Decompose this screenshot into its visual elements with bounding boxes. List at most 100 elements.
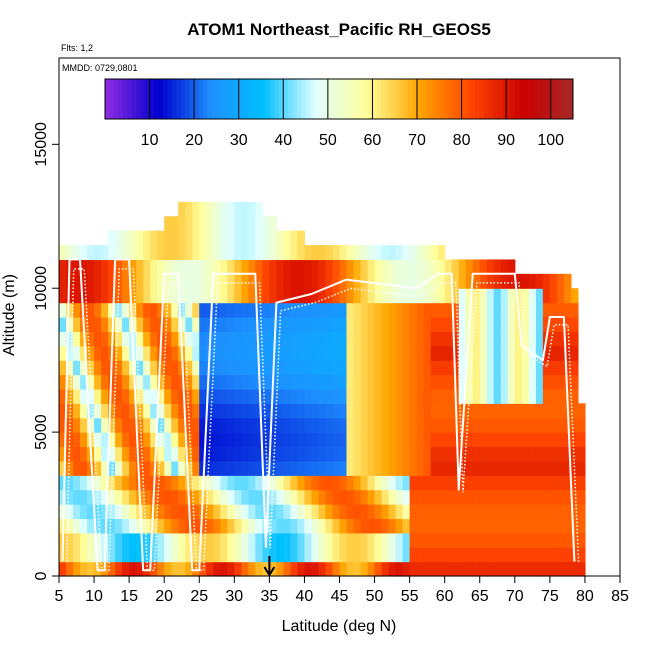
- heatmap-cell: [206, 475, 214, 491]
- heatmap-cell: [521, 518, 530, 534]
- heatmap-cell: [269, 331, 277, 347]
- heatmap-cell: [108, 489, 116, 505]
- heatmap-cell: [164, 317, 172, 332]
- heatmap-cell: [486, 432, 495, 448]
- heatmap-cell: [241, 504, 249, 520]
- heatmap-cell: [290, 317, 299, 332]
- heatmap-cell: [423, 345, 432, 361]
- heatmap-cell: [458, 475, 467, 491]
- heatmap-cell: [171, 302, 179, 318]
- heatmap-cell: [549, 446, 558, 462]
- heatmap-cell: [269, 432, 277, 448]
- heatmap-cell: [493, 489, 502, 505]
- heatmap-cell: [143, 489, 151, 505]
- heatmap-cell: [101, 388, 109, 404]
- heatmap-cell: [136, 288, 144, 304]
- heatmap-cell: [556, 460, 565, 476]
- heatmap-cell: [311, 302, 320, 318]
- heatmap-cell: [66, 245, 74, 261]
- heatmap-cell: [423, 532, 432, 548]
- heatmap-cell: [479, 360, 488, 376]
- heatmap-cell: [409, 446, 418, 462]
- heatmap-cell: [563, 475, 572, 491]
- heatmap-cell: [171, 460, 179, 476]
- heatmap-cell: [227, 201, 235, 217]
- heatmap-cell: [129, 230, 137, 246]
- heatmap-cell: [311, 504, 320, 520]
- heatmap-cell: [409, 403, 418, 419]
- heatmap-cell: [220, 446, 228, 462]
- heatmap-cell: [500, 360, 509, 376]
- heatmap-cell: [129, 288, 137, 304]
- colorbar-swatch: [198, 79, 204, 119]
- heatmap-cell: [269, 317, 277, 332]
- heatmap-cell: [556, 518, 565, 534]
- heatmap-cell: [143, 403, 151, 419]
- colorbar-swatch: [350, 79, 356, 119]
- heatmap-cell: [283, 374, 292, 390]
- heatmap-cell: [297, 475, 306, 491]
- heatmap-cell: [444, 288, 453, 304]
- heatmap-cell: [150, 417, 158, 433]
- heatmap-cell: [220, 230, 228, 246]
- heatmap-cell: [178, 374, 186, 390]
- heatmap-cell: [542, 273, 551, 289]
- heatmap-cell: [311, 547, 320, 563]
- heatmap-cell: [255, 201, 263, 217]
- heatmap-cell: [122, 446, 130, 462]
- heatmap-cell: [199, 518, 207, 534]
- heatmap-cell: [402, 489, 411, 505]
- heatmap-cell: [395, 518, 404, 534]
- heatmap-cell: [325, 460, 334, 476]
- heatmap-cell: [311, 245, 320, 261]
- heatmap-cell: [143, 432, 151, 448]
- heatmap-cell: [353, 460, 362, 476]
- heatmap-cell: [556, 532, 565, 548]
- heatmap-cell: [234, 302, 242, 318]
- heatmap-cell: [304, 360, 313, 376]
- heatmap-cell: [234, 489, 242, 505]
- heatmap-cell: [122, 532, 130, 548]
- heatmap-cell: [416, 417, 425, 433]
- heatmap-cell: [192, 446, 200, 462]
- colorbar-swatch: [278, 79, 284, 119]
- colorbar-swatch: [176, 79, 182, 119]
- heatmap-cell: [255, 547, 263, 563]
- heatmap-cell: [150, 331, 158, 347]
- flight-track: [61, 258, 580, 572]
- heatmap-cell: [234, 432, 242, 448]
- heatmap-cell: [262, 317, 270, 332]
- heatmap-cell: [542, 504, 551, 520]
- date-annotation: MMDD: 0729,0801: [62, 63, 138, 73]
- heatmap-cell: [395, 561, 404, 577]
- heatmap-cell: [493, 273, 502, 289]
- colorbar-tick-label: 100: [537, 132, 564, 149]
- heatmap-cell: [241, 518, 249, 534]
- heatmap-cell: [556, 345, 565, 361]
- heatmap-cell: [129, 388, 137, 404]
- heatmap-cell: [472, 403, 481, 419]
- colorbar-swatch: [367, 79, 373, 119]
- heatmap-cell: [507, 518, 516, 534]
- heatmap-cell: [416, 360, 425, 376]
- heatmap-cell: [269, 504, 277, 520]
- heatmap-cell: [136, 547, 144, 563]
- heatmap-cell: [171, 345, 179, 361]
- heatmap-cell: [535, 388, 544, 404]
- heatmap-cell: [367, 259, 376, 275]
- heatmap-cell: [346, 460, 355, 476]
- heatmap-cell: [339, 489, 348, 505]
- heatmap-cell: [59, 245, 67, 261]
- heatmap-cell: [297, 302, 306, 318]
- heatmap-cell: [185, 201, 193, 217]
- heatmap-cell: [304, 518, 313, 534]
- heatmap-cell: [514, 432, 523, 448]
- heatmap-cell: [479, 446, 488, 462]
- heatmap-cell: [248, 331, 256, 347]
- x-tick-label: 20: [155, 588, 173, 605]
- heatmap-cell: [458, 403, 467, 419]
- heatmap-cell: [507, 417, 516, 433]
- colorbar-swatch: [203, 79, 209, 119]
- heatmap-cell: [213, 374, 221, 390]
- heatmap-cell: [423, 259, 432, 275]
